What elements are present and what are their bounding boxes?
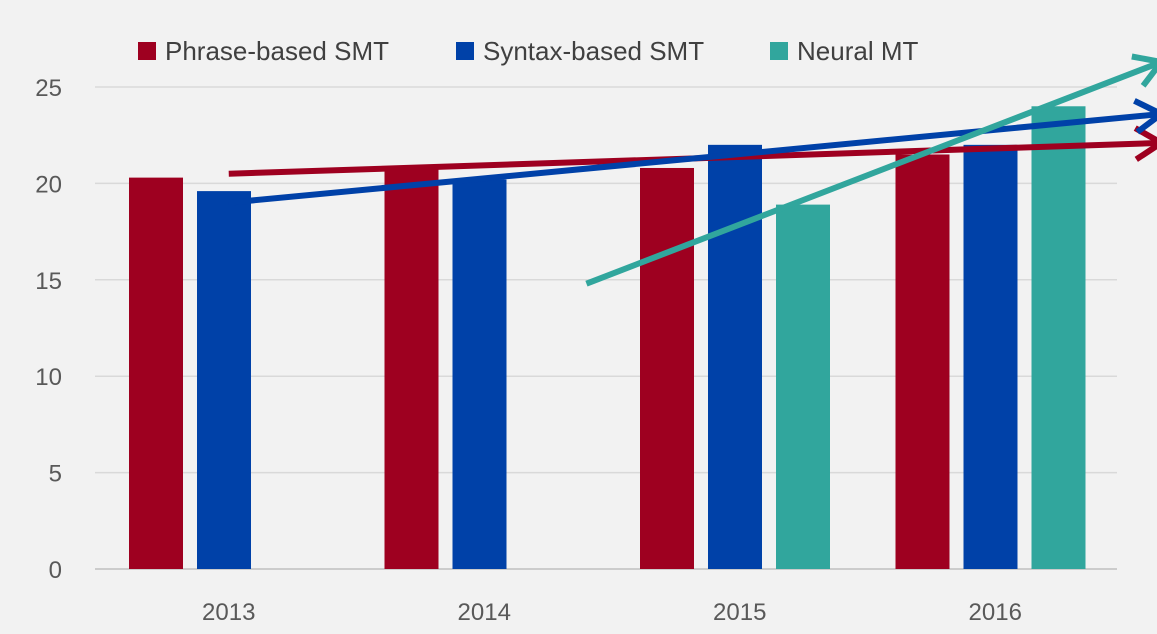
bar-phrase-based-smt-2014: [384, 166, 439, 569]
bar-phrase-based-smt-2013: [129, 177, 183, 569]
trend-arrow-shaft: [228, 111, 1157, 206]
bar-syntax-based-smt-2014: [452, 179, 507, 569]
legend-item: Syntax-based SMT: [456, 36, 704, 66]
bar-syntax-based-smt-2013: [197, 191, 251, 569]
legend: Phrase-based SMT Syntax-based SMT Neural M…: [138, 36, 918, 66]
legend-item: Phrase-based SMT: [138, 36, 389, 66]
bar-phrase-based-smt-2016: [895, 154, 950, 570]
y-tick-label: 0: [49, 557, 62, 584]
legend-swatch: [456, 42, 474, 60]
x-tick-label: 2015: [713, 599, 766, 626]
trend-arrow-phrase-based-smt: [228, 125, 1157, 177]
trend-arrow-head: [1131, 53, 1157, 88]
bar-syntax-based-smt-2015: [708, 144, 762, 569]
bar-neural-mt-2015: [776, 204, 830, 569]
y-tick-label: 15: [35, 268, 62, 295]
trend-arrow-head: [1133, 125, 1157, 162]
bar-syntax-based-smt-2016: [963, 144, 1018, 569]
x-tick-label: 2016: [969, 599, 1022, 626]
y-tick-label: 5: [49, 461, 62, 488]
y-tick-label: 20: [35, 171, 62, 198]
legend-label: Neural MT: [797, 36, 918, 66]
x-tick-label: 2013: [202, 599, 255, 626]
trend-arrow-head: [1133, 98, 1157, 135]
trend-arrow-shaft: [585, 60, 1157, 287]
x-axis-tick-labels: 2013 2014 2015 2016: [202, 599, 1022, 626]
y-tick-label: 10: [35, 364, 62, 391]
bars: [129, 106, 1086, 570]
y-tick-label: 25: [35, 75, 62, 102]
bar-neural-mt-2016: [1031, 106, 1086, 569]
x-tick-label: 2014: [458, 599, 511, 626]
legend-swatch: [770, 42, 788, 60]
legend-swatch: [138, 42, 156, 60]
y-axis-tick-labels: 0 5 10 15 20 25: [35, 75, 62, 584]
legend-label: Syntax-based SMT: [483, 36, 704, 66]
trend-arrow-neural-mt: [585, 53, 1157, 287]
legend-label: Phrase-based SMT: [165, 36, 389, 66]
trend-arrows: [228, 53, 1157, 287]
trend-arrow-syntax-based-smt: [228, 98, 1157, 206]
legend-item: Neural MT: [770, 36, 918, 66]
bar-phrase-based-smt-2015: [640, 167, 694, 569]
